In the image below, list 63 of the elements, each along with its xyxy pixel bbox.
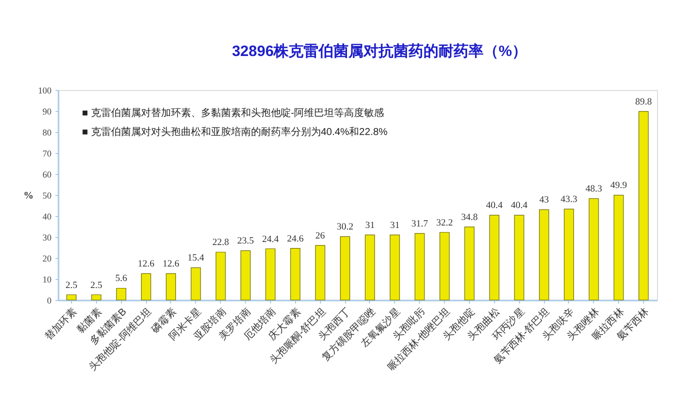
y-tick-label: 80 <box>42 128 52 138</box>
data-label: 43.3 <box>560 195 578 206</box>
bar <box>614 194 624 300</box>
data-label: 2.5 <box>65 280 78 291</box>
data-label: 48.3 <box>586 184 602 195</box>
bar <box>440 232 450 300</box>
bar <box>340 236 350 300</box>
data-label: 23.5 <box>237 236 254 247</box>
bar <box>364 234 375 300</box>
y-tick-label: 20 <box>42 254 52 264</box>
data-label: 30.2 <box>336 222 354 233</box>
bar <box>166 273 176 300</box>
chart-title: 32896株克雷伯菌属对抗菌药的耐药率（%） <box>232 42 528 60</box>
bar <box>539 209 550 300</box>
y-axis-title: % <box>24 190 34 202</box>
bar <box>464 226 474 300</box>
data-label: 15.4 <box>187 254 204 264</box>
data-label: 31.7 <box>411 219 428 230</box>
data-label: 89.8 <box>635 97 652 108</box>
bar <box>190 267 201 300</box>
y-tick-label: 70 <box>42 148 52 158</box>
bar <box>116 288 126 300</box>
bar <box>390 234 400 300</box>
y-tick-label: 50 <box>42 190 52 200</box>
bar <box>66 294 76 300</box>
annotation: ■ 克雷伯菌属对替加环素、多黏菌素和头孢他啶-阿维巴坦等高度敏感 <box>82 107 384 119</box>
data-label: 31 <box>390 220 400 231</box>
data-label: 31 <box>365 220 375 231</box>
data-label: 2.5 <box>90 280 102 291</box>
annotation: ■ 克雷伯菌属对对头孢曲松和亚胺培南的耐药率分别为40.4%和22.8% <box>82 126 388 138</box>
data-label: 24.4 <box>262 234 279 245</box>
bar <box>315 245 326 300</box>
data-label: 40.4 <box>486 201 503 212</box>
bar <box>216 252 226 300</box>
data-label: 49.9 <box>610 181 628 192</box>
y-tick-label: 30 <box>42 232 52 242</box>
bar <box>489 214 500 300</box>
data-label: 40.4 <box>510 201 528 212</box>
y-tick-label: 90 <box>42 106 52 116</box>
bar <box>514 214 524 300</box>
data-label: 12.6 <box>138 260 155 270</box>
bar <box>265 248 276 300</box>
data-label: 12.6 <box>162 260 180 270</box>
y-tick-label: 100 <box>38 86 52 96</box>
y-tick-label: 10 <box>42 274 52 284</box>
bar <box>564 208 574 300</box>
bar <box>290 248 300 300</box>
bar <box>91 294 102 300</box>
data-label: 5.6 <box>115 274 128 284</box>
y-tick-label: 60 <box>42 170 52 180</box>
bar <box>414 233 425 300</box>
bar <box>638 111 649 300</box>
data-label: 32.2 <box>436 218 454 228</box>
data-label: 24.6 <box>287 234 304 244</box>
data-label: 34.8 <box>461 212 478 223</box>
data-label: 43 <box>539 196 550 206</box>
bar <box>240 250 251 300</box>
data-label: 26 <box>315 231 326 242</box>
data-label: 22.8 <box>212 238 230 248</box>
y-tick-label: 0 <box>47 296 52 306</box>
y-tick-label: 40 <box>42 212 52 222</box>
bar <box>141 273 152 300</box>
bar <box>588 198 599 300</box>
